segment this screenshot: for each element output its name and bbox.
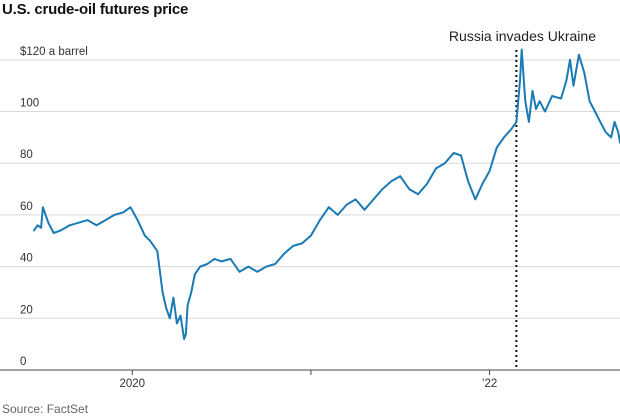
y-tick-label: 0 xyxy=(20,356,26,368)
series-group xyxy=(33,48,620,340)
y-tick-label: 100 xyxy=(20,98,39,110)
chart-source: Source: FactSet xyxy=(2,402,89,416)
x-axis: 2020 ’22 xyxy=(0,369,620,390)
y-axis-ticks: $120 a barrel 100 80 60 40 20 0 xyxy=(20,46,88,368)
y-tick-label: $120 a barrel xyxy=(20,46,88,58)
annotation-group: Russia invades Ukraine xyxy=(449,28,596,370)
annotation-label: Russia invades Ukraine xyxy=(449,28,596,44)
series-line-0 xyxy=(33,48,620,340)
y-tick-label: 60 xyxy=(20,201,33,213)
x-tick-label: 2020 xyxy=(119,378,145,390)
y-tick-label: 20 xyxy=(20,304,33,316)
y-tick-label: 40 xyxy=(20,253,33,265)
chart-title: U.S. crude-oil futures price xyxy=(2,1,189,18)
gridlines xyxy=(0,59,620,319)
y-tick-label: 80 xyxy=(20,149,33,161)
x-tick-label: ’22 xyxy=(482,378,497,390)
